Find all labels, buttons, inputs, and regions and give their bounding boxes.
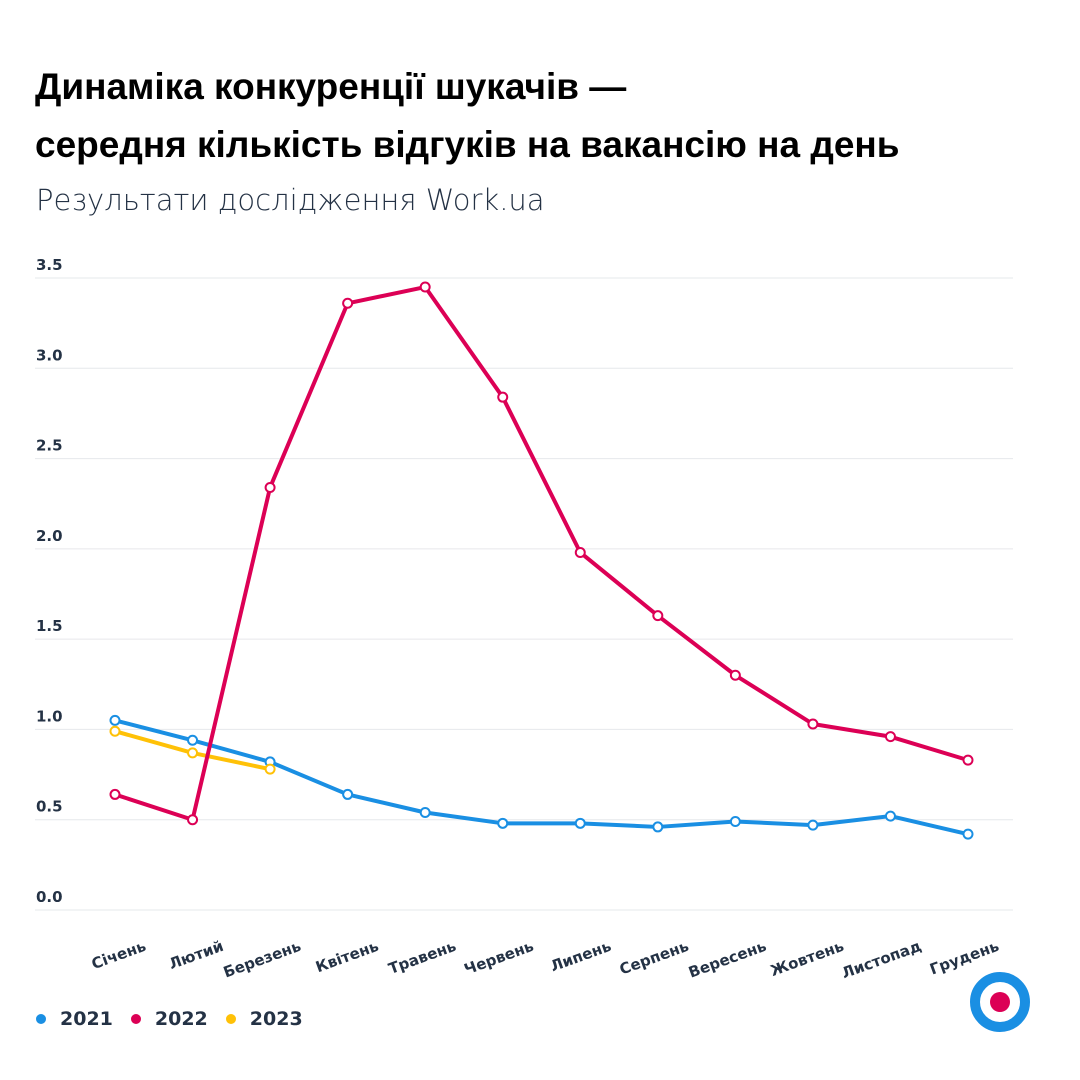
data-point-2021 — [574, 817, 586, 829]
data-point-2022 — [342, 297, 354, 309]
data-point-2022 — [419, 281, 431, 293]
legend-dot-icon — [130, 1014, 141, 1024]
legend: 2021 2022 2023 — [36, 1008, 303, 1030]
y-tick-label: 3.5 — [36, 256, 63, 274]
data-point-2021 — [342, 788, 354, 800]
data-point-2021 — [729, 816, 741, 828]
data-point-2022 — [884, 731, 896, 743]
chart-title-line-2: середня кількість відгуків на вакансію н… — [35, 124, 900, 165]
legend-label: 2023 — [249, 1008, 303, 1030]
data-point-2022 — [652, 610, 664, 622]
legend-item-2021: 2021 — [36, 1008, 113, 1030]
legend-dot-icon — [225, 1014, 236, 1024]
data-point-2021 — [884, 810, 896, 822]
data-point-2021 — [109, 714, 121, 726]
chart-subtitle: Результати дослідження Work.ua — [36, 183, 545, 217]
data-point-2023 — [264, 763, 276, 775]
chart-title-line-1: Динаміка конкуренції шукачів — — [35, 66, 627, 107]
data-point-2021 — [419, 806, 431, 818]
series-line-2022 — [114, 285, 969, 822]
y-tick-label: 0.5 — [36, 798, 63, 816]
legend-label: 2021 — [60, 1008, 113, 1030]
data-point-2022 — [264, 481, 276, 493]
data-point-2021 — [652, 821, 664, 833]
series-line-2021 — [114, 718, 969, 837]
y-tick-label: 2.5 — [36, 437, 63, 455]
legend-dot-icon — [36, 1014, 46, 1024]
data-point-2021 — [187, 734, 199, 746]
data-point-2021 — [807, 819, 819, 831]
data-point-2023 — [109, 725, 121, 737]
data-point-2022 — [574, 546, 586, 558]
x-tick-label: Листопад — [839, 937, 924, 982]
y-tick-label: 2.0 — [36, 527, 63, 545]
data-point-2022 — [497, 391, 509, 403]
y-tick-label: 1.0 — [36, 707, 63, 725]
workua-logo — [970, 972, 1030, 1032]
data-point-2022 — [729, 669, 741, 681]
data-point-2021 — [962, 828, 974, 840]
x-tick-label: Березень — [221, 937, 304, 982]
y-tick-label: 0.0 — [36, 888, 63, 906]
x-tick-label: Червень — [462, 937, 536, 979]
x-tick-label: Квітень — [313, 937, 381, 976]
x-tick-label: Січень — [89, 937, 148, 973]
x-tick-label: Жовтень — [768, 937, 846, 980]
logo-dot-icon — [990, 992, 1010, 1012]
x-tick-label: Травень — [386, 937, 459, 978]
x-tick-label: Лютий — [166, 937, 225, 973]
legend-label: 2022 — [154, 1008, 208, 1030]
legend-item-2023: 2023 — [225, 1008, 303, 1030]
data-point-2022 — [962, 754, 974, 766]
data-point-2022 — [807, 718, 819, 730]
x-tick-label: Грудень — [927, 937, 1001, 979]
legend-item-2022: 2022 — [130, 1008, 208, 1030]
x-tick-label: Липень — [548, 937, 614, 976]
chart-title: Динаміка конкуренції шукачів — середня к… — [35, 58, 900, 174]
x-tick-label: Серпень — [617, 937, 691, 979]
data-point-2022 — [109, 788, 121, 800]
y-tick-label: 3.0 — [36, 346, 63, 364]
y-tick-label: 1.5 — [36, 617, 63, 635]
x-tick-label: Вересень — [686, 937, 769, 982]
data-point-2021 — [497, 817, 509, 829]
data-point-2023 — [187, 747, 199, 759]
data-point-2022 — [187, 814, 199, 826]
